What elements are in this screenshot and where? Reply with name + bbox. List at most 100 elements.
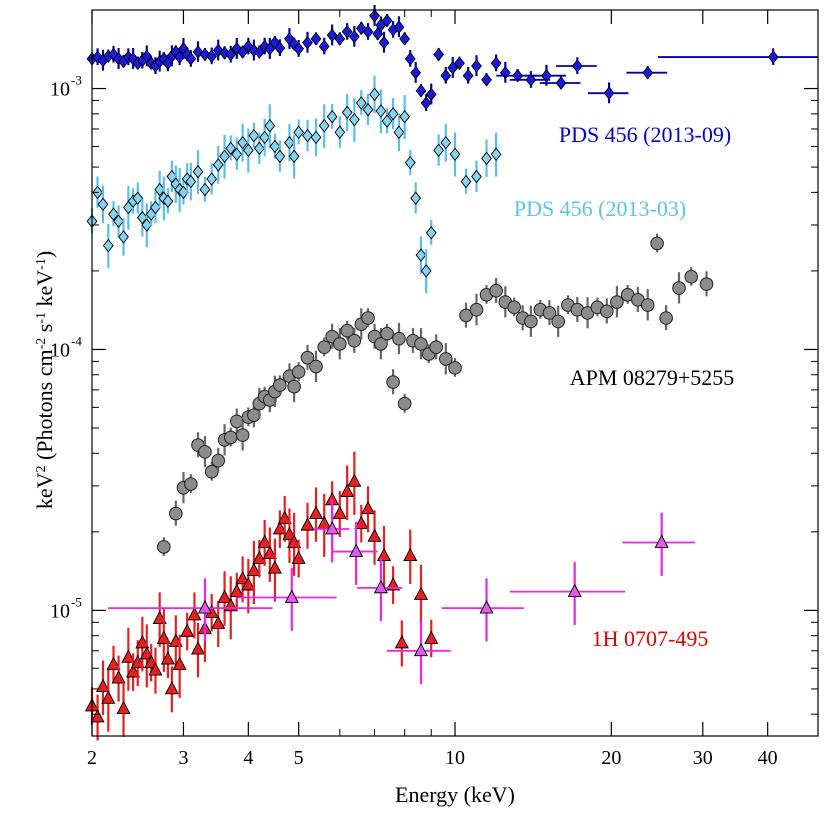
- data-point: [650, 236, 664, 251]
- data-point: [507, 300, 521, 315]
- data-point: [180, 623, 195, 637]
- data-point: [288, 37, 300, 51]
- data-point: [542, 306, 557, 320]
- x-tick-label: 40: [758, 747, 778, 769]
- data-point: [571, 59, 583, 73]
- data-point: [424, 630, 439, 644]
- data-point: [229, 583, 244, 597]
- series-1: [86, 75, 502, 294]
- data-point: [262, 545, 277, 559]
- data-point: [190, 641, 206, 655]
- data-point: [135, 635, 150, 649]
- data-point: [187, 607, 202, 621]
- data-point: [360, 500, 376, 515]
- data-point: [235, 428, 250, 442]
- x-tick-label: 20: [601, 747, 621, 769]
- data-point: [599, 304, 614, 319]
- data-point: [309, 359, 323, 374]
- data-point: [479, 600, 494, 614]
- data-point: [287, 379, 301, 394]
- data-point: [567, 583, 582, 597]
- data-point: [219, 46, 230, 60]
- data-point: [459, 308, 473, 323]
- data-point: [172, 656, 187, 670]
- data-point: [302, 128, 313, 143]
- data-point: [640, 298, 655, 312]
- data-point: [381, 114, 393, 128]
- data-point: [378, 35, 390, 50]
- data-point: [259, 130, 271, 145]
- data-point: [185, 52, 197, 66]
- data-point: [403, 547, 418, 562]
- data-point: [130, 654, 145, 669]
- data-point: [425, 226, 437, 240]
- data-point: [332, 505, 347, 519]
- data-point: [340, 483, 355, 498]
- data-point: [699, 277, 714, 291]
- data-point: [332, 337, 347, 351]
- data-point: [393, 125, 405, 139]
- data-point: [257, 534, 272, 548]
- data-point: [376, 547, 392, 562]
- data-point: [219, 149, 230, 164]
- data-point: [113, 214, 124, 228]
- data-point: [425, 87, 437, 102]
- data-point: [97, 197, 109, 212]
- data-point: [380, 326, 394, 341]
- data-point: [410, 191, 422, 205]
- data-point: [362, 102, 374, 117]
- data-point: [284, 589, 299, 603]
- data-point: [242, 143, 254, 157]
- data-point: [136, 210, 148, 225]
- series-4: [107, 499, 696, 685]
- data-point: [246, 562, 261, 576]
- data-point: [349, 543, 364, 557]
- data-point: [185, 174, 197, 189]
- y-tick-exponent: -4: [71, 333, 82, 348]
- data-point: [206, 49, 218, 63]
- series-label: PDS 456 (2013-03): [514, 196, 686, 221]
- data-point: [264, 119, 276, 133]
- data-point: [381, 13, 393, 28]
- data-point: [325, 521, 340, 535]
- data-point: [394, 635, 409, 649]
- y-tick-label: 10: [50, 339, 70, 361]
- data-point: [121, 649, 136, 663]
- data-point: [90, 709, 105, 723]
- data-point: [160, 651, 175, 665]
- data-point: [654, 534, 669, 548]
- data-point: [116, 700, 131, 715]
- data-point: [293, 125, 305, 139]
- x-tick-label: 30: [693, 747, 713, 769]
- data-point: [374, 337, 388, 351]
- data-point: [235, 570, 250, 585]
- data-point: [454, 56, 465, 70]
- data-point: [341, 105, 353, 120]
- data-point: [197, 600, 212, 614]
- data-point: [355, 96, 367, 110]
- data-point: [462, 68, 474, 83]
- data-point: [481, 151, 492, 166]
- data-point: [413, 586, 429, 600]
- data-point: [541, 68, 552, 83]
- data-point: [447, 61, 459, 75]
- series-layer: [84, 5, 818, 741]
- data-point: [269, 139, 281, 154]
- data-point: [471, 59, 482, 73]
- data-point: [273, 378, 287, 392]
- data-point: [555, 76, 567, 90]
- data-point: [433, 47, 445, 62]
- data-point: [347, 473, 362, 487]
- data-point: [225, 141, 237, 156]
- y-axis-label: keV2 (Photons cm-2 s-1 keV-1): [32, 251, 57, 509]
- data-point: [274, 41, 286, 55]
- data-point: [672, 281, 686, 295]
- data-point: [414, 337, 428, 351]
- data-point: [237, 45, 249, 59]
- data-point: [108, 207, 119, 221]
- data-point: [413, 642, 429, 657]
- data-point: [524, 314, 538, 329]
- data-point: [206, 172, 218, 186]
- series-3: [84, 451, 439, 741]
